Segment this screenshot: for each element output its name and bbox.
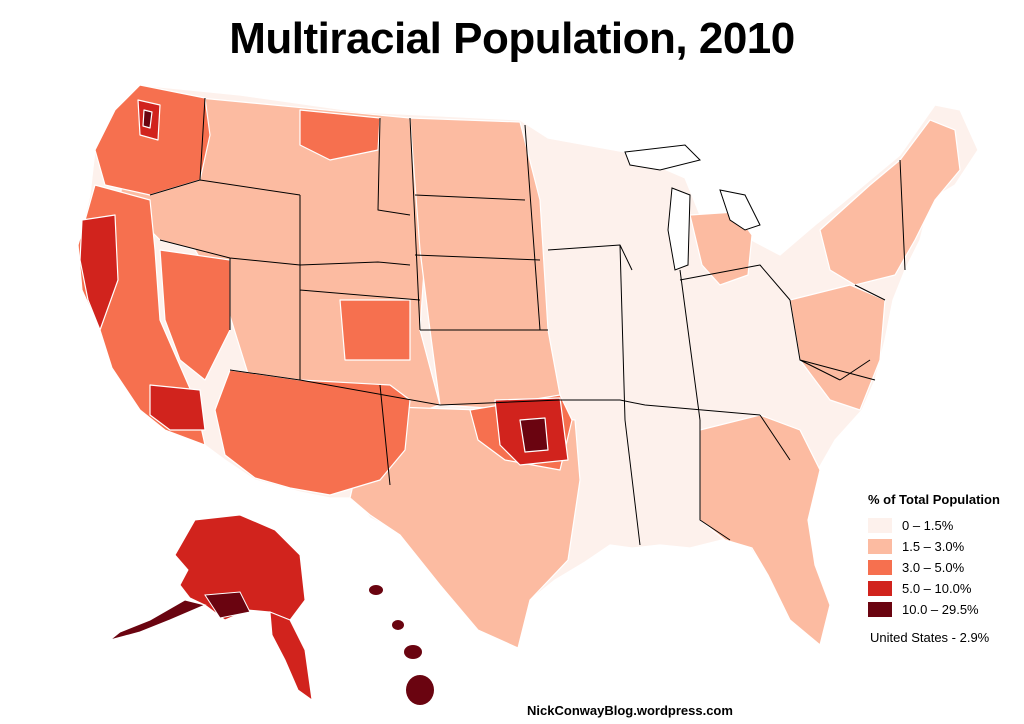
great-lakes <box>624 144 761 271</box>
legend-item: 0 – 1.5% <box>868 515 1018 536</box>
us-total-label: United States - 2.9% <box>870 630 990 645</box>
hawaii-kauai <box>369 585 383 595</box>
texas-region <box>339 404 581 649</box>
hawaii <box>369 585 434 705</box>
lower-48-states <box>77 84 979 649</box>
legend-swatch <box>868 560 892 575</box>
legend-item: 3.0 – 5.0% <box>868 557 1018 578</box>
hawaii-maui <box>404 645 422 659</box>
legend-label: 3.0 – 5.0% <box>902 560 965 575</box>
arizona-new-mexico-region <box>214 369 411 496</box>
colorado-region <box>339 299 411 361</box>
pacific-northwest-region <box>94 84 211 196</box>
legend-swatch <box>868 518 892 533</box>
hawaii-oahu <box>392 620 404 630</box>
legend-label: 5.0 – 10.0% <box>902 581 972 596</box>
alaska-panhandle <box>269 611 313 702</box>
legend-items: 0 – 1.5% 1.5 – 3.0% 3.0 – 5.0% 5.0 – 10.0% 1… <box>868 515 1018 620</box>
credit-text: NickConwayBlog.wordpress.com <box>527 703 733 718</box>
legend-label: 10.0 – 29.5% <box>902 602 979 617</box>
tribal-oklahoma-region <box>519 417 549 453</box>
southern-california-region <box>149 384 206 431</box>
southeast-coast-region <box>699 414 831 646</box>
alaska-west-region <box>204 591 251 619</box>
northern-california-region <box>79 214 119 331</box>
lake-michigan <box>667 187 691 271</box>
mid-atlantic-region <box>789 284 886 411</box>
legend-label: 1.5 – 3.0% <box>902 539 965 554</box>
hawaii-big-island <box>406 675 434 705</box>
lake-huron-erie <box>719 189 761 231</box>
state-boundaries <box>149 97 906 546</box>
alaska <box>109 514 313 702</box>
alaska-peninsula <box>109 599 207 641</box>
seattle-core-region <box>142 109 153 129</box>
legend-item: 10.0 – 29.5% <box>868 599 1018 620</box>
legend-title: % of Total Population <box>868 492 1000 507</box>
legend-swatch <box>868 602 892 617</box>
legend-item: 5.0 – 10.0% <box>868 578 1018 599</box>
lake-superior <box>624 144 701 171</box>
northeast-region <box>819 119 961 286</box>
legend-swatch <box>868 539 892 554</box>
montana-region <box>299 109 381 161</box>
legend: % of Total Population 0 – 1.5% 1.5 – 3.0%… <box>868 492 1018 620</box>
map-title: Multiracial Population, 2010 <box>229 14 795 63</box>
legend-label: 0 – 1.5% <box>902 518 954 533</box>
legend-swatch <box>868 581 892 596</box>
legend-item: 1.5 – 3.0% <box>868 536 1018 557</box>
